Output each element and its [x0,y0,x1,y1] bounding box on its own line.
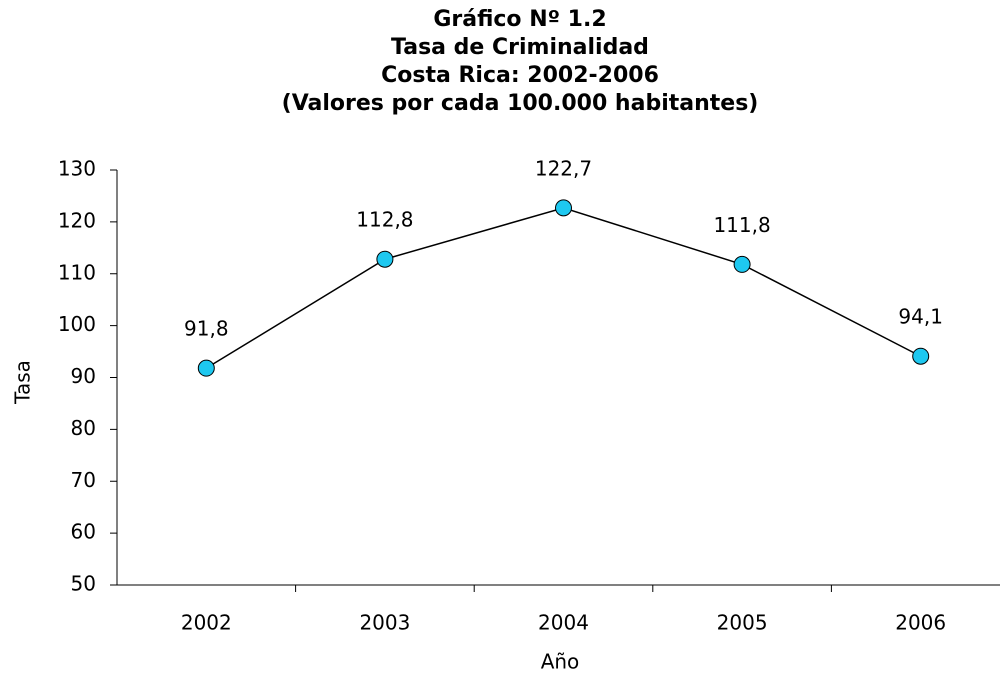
chart-title: Tasa de Criminalidad [391,35,649,60]
data-label: 122,7 [535,156,592,180]
y-tick-label: 50 [71,572,96,596]
y-tick-label: 60 [71,520,96,544]
data-label: 112,8 [356,208,413,232]
marker [555,199,572,217]
marker [733,255,751,273]
y-tick-label: 120 [58,208,96,232]
chart-title: (Valores por cada 100.000 habitantes) [282,91,759,116]
x-tick-label: 2006 [895,611,946,635]
x-tick-label: 2005 [717,611,768,635]
data-label: 94,1 [898,305,943,329]
marker [912,347,930,365]
x-tick-label: 2004 [538,611,589,635]
data-label: 91,8 [184,317,229,341]
chart-title: Gráfico Nº 1.2 [433,7,606,32]
line [205,207,922,369]
y-tick-label: 70 [71,468,96,492]
chart-title: Costa Rica: 2002-2006 [381,63,659,88]
y-tick-label: 80 [71,416,96,440]
y-tick-label: 90 [71,364,96,388]
marker [376,250,394,268]
y-tick-label: 100 [58,312,96,336]
y-tick-label: 110 [58,260,96,284]
y-tick-label: 130 [58,157,96,181]
marker [197,359,215,377]
x-axis-label: Año [541,650,580,674]
x-tick-label: 2003 [359,611,410,635]
y-axis-label: Tasa [11,360,35,405]
data-label: 111,8 [713,213,770,237]
x-tick-label: 2002 [181,611,232,635]
